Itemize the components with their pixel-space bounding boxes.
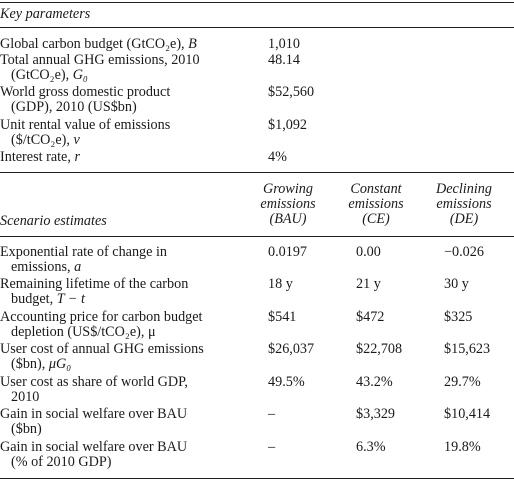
- cell-bau: –: [268, 439, 276, 455]
- row-value: $52,560: [268, 84, 315, 100]
- cell-bau: –: [268, 406, 276, 422]
- row-label: Unit rental value of emissions ($/tCO₂e)…: [0, 117, 171, 148]
- row-label: Accounting price for carbon budget deple…: [0, 309, 203, 340]
- cell-bau: 18 y: [268, 276, 293, 292]
- row-value: $1,092: [268, 117, 308, 133]
- scenario-estimates-title: Scenario estimates: [0, 213, 107, 229]
- row-value: 1,010: [268, 36, 300, 52]
- cell-ce: 0.00: [356, 244, 381, 260]
- row-label: Exponential rate of change in emissions,…: [0, 244, 168, 275]
- column-header-de: Declining emissions (DE): [436, 181, 492, 227]
- cell-de: 29.7%: [444, 374, 481, 390]
- row-label: Gain in social welfare over BAU (% of 20…: [0, 439, 188, 470]
- cell-de: −0.026: [444, 244, 484, 260]
- cell-ce: $3,329: [356, 406, 396, 422]
- key-parameters-title: Key parameters: [0, 6, 91, 22]
- top-rule: [0, 2, 514, 3]
- section-rule: [0, 172, 514, 173]
- cell-de: $325: [444, 309, 473, 325]
- row-label: User cost of annual GHG emissions ($bn),…: [0, 341, 204, 372]
- scenario-header-rule: [0, 236, 514, 237]
- cell-ce: $472: [356, 309, 385, 325]
- cell-de: 30 y: [444, 276, 469, 292]
- row-value: 4%: [268, 149, 287, 165]
- row-label: Interest rate, r: [0, 149, 80, 165]
- cell-ce: 21 y: [356, 276, 381, 292]
- row-label: User cost as share of world GDP, 2010: [0, 374, 188, 405]
- cell-de: 19.8%: [444, 439, 481, 455]
- bottom-rule: [0, 478, 514, 479]
- cell-de: $15,623: [444, 341, 491, 357]
- cell-bau: 0.0197: [268, 244, 308, 260]
- row-label: Total annual GHG emissions, 2010 (GtCO₂e…: [0, 52, 200, 83]
- row-label: Gain in social welfare over BAU ($bn): [0, 406, 188, 437]
- row-value: 48.14: [268, 52, 300, 68]
- cell-ce: $22,708: [356, 341, 403, 357]
- row-label: Global carbon budget (GtCO₂e), B: [0, 36, 197, 52]
- key-parameters-rule: [0, 27, 514, 28]
- row-label: Remaining lifetime of the carbon budget,…: [0, 276, 189, 307]
- cell-de: $10,414: [444, 406, 491, 422]
- column-header-bau: Growing emissions (BAU): [260, 181, 316, 227]
- cell-ce: 43.2%: [356, 374, 393, 390]
- cell-bau: $541: [268, 309, 297, 325]
- cell-bau: 49.5%: [268, 374, 305, 390]
- cell-bau: $26,037: [268, 341, 315, 357]
- cell-ce: 6.3%: [356, 439, 386, 455]
- row-label: World gross domestic product (GDP), 2010…: [0, 84, 171, 115]
- column-header-ce: Constant emissions (CE): [348, 181, 404, 227]
